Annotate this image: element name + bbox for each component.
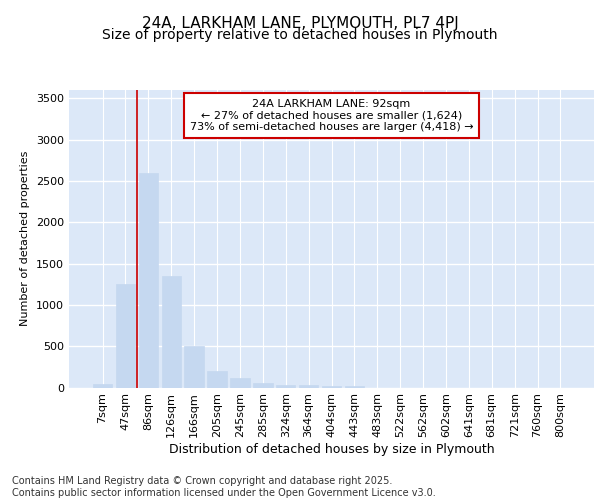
Bar	[93, 384, 112, 388]
Text: Size of property relative to detached houses in Plymouth: Size of property relative to detached ho…	[102, 28, 498, 42]
Text: Contains HM Land Registry data © Crown copyright and database right 2025.
Contai: Contains HM Land Registry data © Crown c…	[12, 476, 436, 498]
Bar	[276, 384, 295, 388]
Bar	[208, 371, 227, 388]
X-axis label: Distribution of detached houses by size in Plymouth: Distribution of detached houses by size …	[169, 443, 494, 456]
Bar	[161, 276, 181, 388]
Bar	[299, 386, 319, 388]
Bar	[230, 378, 250, 388]
Bar	[116, 284, 135, 388]
Bar	[139, 172, 158, 388]
Y-axis label: Number of detached properties: Number of detached properties	[20, 151, 31, 326]
Text: 24A, LARKHAM LANE, PLYMOUTH, PL7 4PJ: 24A, LARKHAM LANE, PLYMOUTH, PL7 4PJ	[142, 16, 458, 31]
Bar	[344, 386, 364, 388]
Bar	[253, 383, 272, 388]
Bar	[322, 386, 341, 388]
Bar	[184, 346, 204, 388]
Text: 24A LARKHAM LANE: 92sqm
← 27% of detached houses are smaller (1,624)
73% of semi: 24A LARKHAM LANE: 92sqm ← 27% of detache…	[190, 99, 473, 132]
